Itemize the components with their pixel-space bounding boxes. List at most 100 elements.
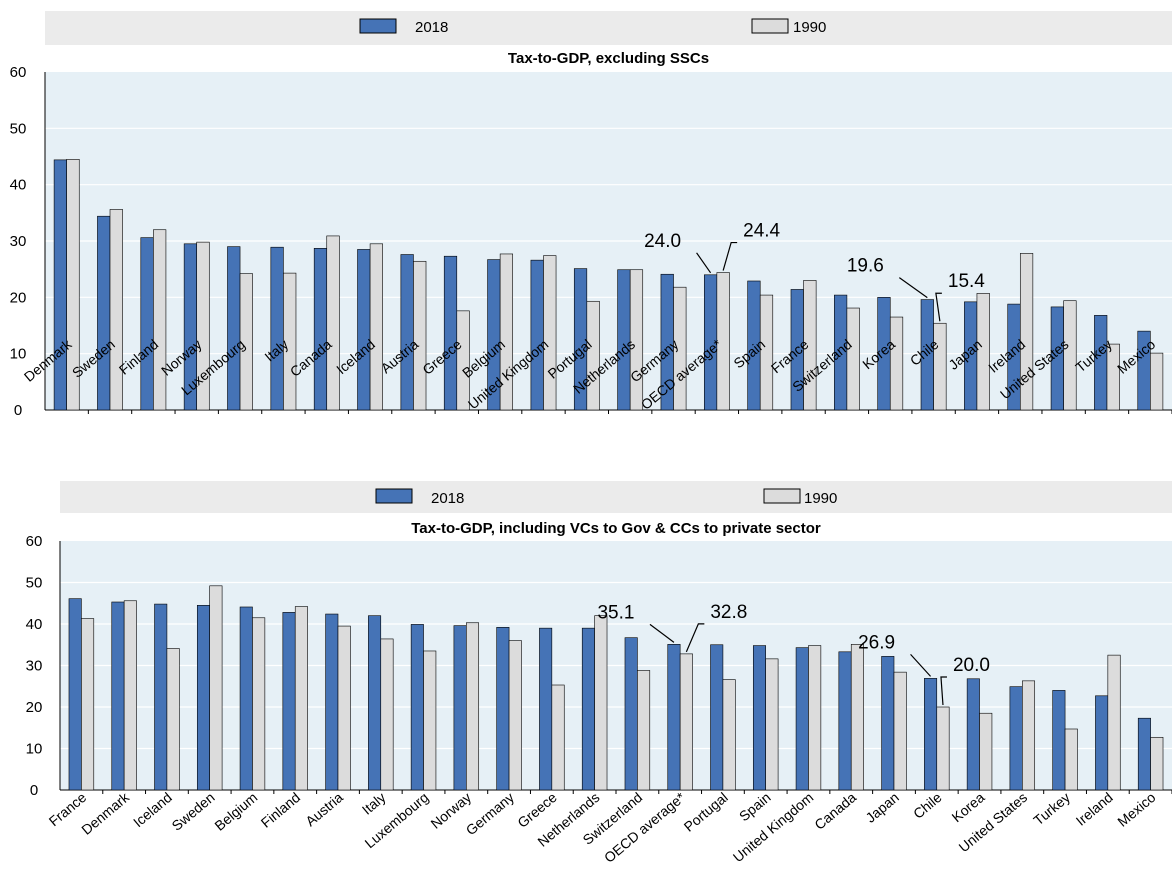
legend-swatch-1990 — [751, 18, 789, 34]
annotation-leader-20-0 — [940, 676, 947, 706]
bar-1990-netherlands — [629, 269, 644, 411]
y-tick-label-50: 50 — [10, 120, 27, 137]
bar-2018-iceland — [154, 603, 168, 791]
annotation-label: 32.8 — [710, 602, 747, 623]
bar-1990-france — [81, 618, 95, 791]
bar-2018-canada — [838, 651, 852, 791]
y-tick-label-0: 0 — [30, 782, 38, 799]
x-tick-label-spain: Spain — [736, 789, 774, 824]
bar-2018-finland — [140, 237, 154, 411]
bar-2018-denmark — [111, 601, 125, 791]
x-tick-label-iceland: Iceland — [130, 789, 175, 830]
bar-1990-belgium — [499, 253, 514, 411]
annotation-leader-32-8 — [685, 623, 705, 653]
x-tick-label-denmark: Denmark — [78, 788, 133, 837]
bar-2018-japan — [881, 656, 895, 791]
y-tick-label-40: 40 — [26, 616, 43, 633]
bar-1990-united-kingdom — [808, 645, 822, 791]
bar-1990-italy — [283, 272, 297, 411]
bar-2018-united-kingdom — [795, 647, 809, 791]
y-tick-label-20: 20 — [10, 289, 27, 306]
bar-1990-turkey — [1106, 343, 1120, 411]
bar-1990-spain — [765, 658, 779, 791]
chart-panel-2: 2018 1990 Tax-to-GDP, including VCs to Gov… — [26, 481, 1172, 866]
annotation-leader-24-4 — [722, 241, 738, 271]
legend-band — [60, 481, 1172, 513]
annotation-label: 35.1 — [597, 602, 634, 623]
x-tick-label-ireland: Ireland — [1073, 789, 1116, 829]
y-tick-label-10: 10 — [10, 346, 27, 363]
bar-2018-luxembourg — [227, 246, 241, 411]
bar-1990-austria — [337, 625, 351, 791]
bar-2018-chile — [924, 678, 938, 791]
y-tick-label-30: 30 — [10, 233, 27, 250]
x-tick-label-austria: Austria — [302, 789, 346, 829]
bar-2018-canada — [313, 248, 328, 411]
annotation-label: 19.6 — [847, 256, 884, 277]
bar-2018-greece — [539, 627, 553, 791]
bar-1990-united-states — [1063, 300, 1077, 411]
bar-2018-finland — [282, 612, 296, 791]
bar-2018-ireland — [1095, 695, 1109, 791]
bar-1990-turkey — [1064, 728, 1078, 791]
bar-1990-united-kingdom — [543, 255, 557, 411]
bar-1990-denmark — [66, 159, 80, 411]
annotation-leader-19-6 — [898, 277, 928, 299]
bar-1990-chile — [936, 706, 950, 791]
bar-1990-switzerland — [846, 307, 860, 411]
bar-1990-korea — [889, 316, 904, 411]
bar-2018-sweden — [97, 215, 111, 411]
y-tick-label-60: 60 — [10, 64, 27, 81]
bar-2018-denmark — [53, 159, 67, 411]
x-tick-label-finland: Finland — [258, 789, 303, 831]
bar-1990-ireland — [1019, 253, 1034, 411]
bar-1990-spain — [759, 294, 774, 411]
chart-title: Tax-to-GDP, excluding SSCs — [508, 50, 709, 67]
legend-swatch-2018 — [375, 488, 413, 504]
bar-1990-portugal — [586, 300, 600, 411]
annotation-label: 24.4 — [743, 221, 780, 242]
bar-1990-luxembourg — [423, 650, 437, 791]
bar-2018-korea — [966, 678, 980, 791]
bar-1990-japan — [976, 293, 990, 411]
bar-1990-canada — [326, 235, 340, 411]
bar-2018-oecd-average — [667, 644, 681, 791]
bar-1990-netherlands — [594, 615, 608, 791]
bar-1990-mexico — [1150, 736, 1164, 791]
bar-2018-luxembourg — [410, 624, 424, 791]
bar-2018-germany — [496, 627, 510, 791]
annotation-leader-15-4 — [935, 292, 942, 322]
annotation-leader-24-0 — [696, 252, 712, 274]
y-tick-label-50: 50 — [26, 575, 43, 592]
y-tick-label-60: 60 — [26, 533, 43, 550]
annotation-leader-35-1 — [649, 623, 675, 643]
annotation-label: 24.0 — [644, 231, 681, 252]
bar-1990-oecd-average — [679, 653, 693, 791]
annotation-label: 15.4 — [948, 271, 985, 292]
bar-1990-united-states — [1022, 680, 1036, 791]
x-tick-label-germany: Germany — [463, 789, 517, 838]
legend-band — [45, 11, 1172, 45]
y-tick-label-40: 40 — [10, 177, 27, 194]
bar-1990-canada — [850, 644, 864, 791]
bar-2018-united-states — [1009, 686, 1023, 791]
bar-2018-sweden — [196, 605, 210, 791]
bar-2018-iceland — [357, 249, 371, 411]
bar-1990-finland — [294, 606, 308, 791]
legend-swatch-2018 — [359, 18, 397, 34]
bar-1990-switzerland — [637, 670, 651, 791]
x-tick-label-united-kingdom: United Kingdom — [730, 789, 817, 865]
bar-2018-belgium — [239, 606, 253, 791]
bar-1990-germany — [508, 640, 522, 791]
bar-2018-italy — [368, 615, 382, 791]
bar-1990-finland — [153, 229, 167, 411]
x-tick-label-mexico: Mexico — [1114, 789, 1158, 830]
bar-1990-chile — [933, 322, 947, 411]
legend-swatch-1990 — [763, 488, 801, 504]
y-tick-label-0: 0 — [14, 402, 22, 419]
bar-1990-italy — [380, 638, 394, 791]
bar-1990-belgium — [252, 617, 266, 791]
bar-1990-luxembourg — [239, 273, 253, 411]
bar-1990-mexico — [1150, 352, 1164, 411]
